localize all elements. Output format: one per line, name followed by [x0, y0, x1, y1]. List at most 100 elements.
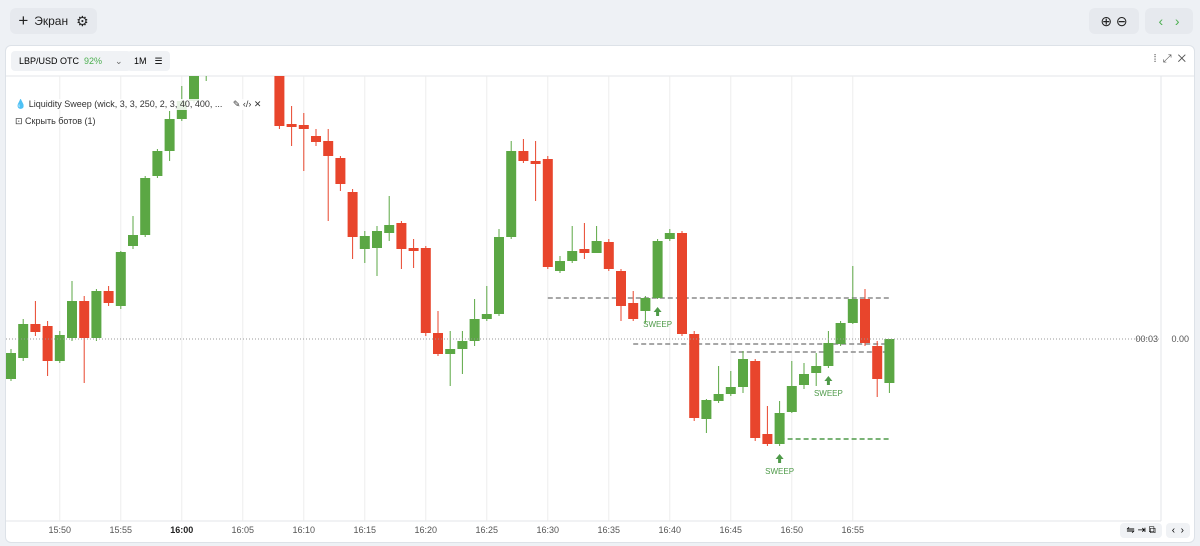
candle-body — [701, 400, 712, 419]
candle-body — [30, 324, 41, 332]
candle-body — [6, 353, 16, 379]
bots-label: Скрыть ботов (1) — [25, 116, 96, 126]
pair-selector[interactable]: LBP/USD OTC 92% ⌄ — [11, 51, 131, 71]
timeframe: 1M — [134, 56, 147, 66]
candle-body — [774, 413, 785, 444]
x-tick-label: 16:45 — [720, 525, 743, 535]
candle-body — [664, 233, 675, 239]
candle-body — [628, 303, 639, 319]
candle-body — [616, 271, 626, 306]
candle-body — [201, 56, 211, 73]
candle-body — [640, 298, 651, 311]
plus-icon: + — [18, 11, 29, 30]
candle-body — [823, 343, 834, 366]
candle-body — [579, 249, 590, 253]
candle-body — [67, 301, 77, 338]
candle-body — [677, 233, 687, 334]
tools[interactable]: ⇋ ⇥ ⧉ — [1120, 523, 1162, 538]
candle-body — [274, 76, 285, 126]
x-tick-label: 16:30 — [537, 525, 560, 535]
candle-body — [847, 299, 858, 323]
x-tick-label: 15:50 — [49, 525, 72, 535]
candle-body — [603, 242, 614, 269]
x-tick-label: 16:40 — [659, 525, 682, 535]
candle-body — [396, 223, 407, 249]
candle-body — [176, 101, 187, 119]
current-price-label: 0.00 — [1171, 334, 1189, 344]
chart-panel: LBP/USD OTC 92% ⌄ 1M ☰ ⁞ ⤢ ✕ SWEEP SWEEP SW… — [5, 45, 1195, 543]
candle-body — [811, 366, 822, 373]
candle-body — [152, 151, 163, 176]
candle-body — [494, 237, 504, 314]
candle-body — [860, 299, 870, 343]
candle-body — [457, 341, 468, 349]
candle-body — [481, 314, 492, 319]
candle-body — [835, 323, 846, 344]
sweep-arrow — [824, 376, 833, 385]
candle-body — [530, 161, 541, 164]
candle-body — [103, 291, 114, 303]
x-tick-label: 16:15 — [354, 525, 377, 535]
indicator-tools[interactable]: ✎ ‹/› ✕ — [232, 99, 262, 109]
candle-body — [189, 76, 199, 101]
candle-body — [262, 56, 272, 61]
candle-body — [725, 387, 736, 394]
timeframe-selector[interactable]: 1M ☰ — [127, 51, 170, 71]
candle-body — [323, 141, 334, 156]
candle-body — [689, 334, 700, 418]
screen-button[interactable]: + Экран ⚙ — [10, 8, 97, 34]
candle-body — [164, 119, 175, 151]
sweep-arrow — [775, 454, 784, 463]
x-tick-label: 16:20 — [415, 525, 438, 535]
candle-body — [591, 241, 602, 253]
pair: LBP/USD OTC — [19, 56, 80, 66]
screen-label: Экран — [34, 14, 69, 28]
candle-body — [54, 335, 65, 361]
candle-body — [420, 248, 431, 333]
candle-body — [408, 248, 419, 251]
candle-body — [311, 136, 321, 142]
indicator-name: Liquidity Sweep (wick, 3, 3, 250, 2, 3, … — [28, 99, 223, 109]
candle-body — [506, 151, 517, 237]
bottom-tools[interactable]: ⇋ ⇥ ⧉ ‹ › — [1120, 523, 1190, 538]
candle-body — [226, 46, 236, 51]
candle-body — [433, 333, 443, 354]
payout: 92% — [84, 56, 103, 66]
drop-icon: 💧 — [15, 99, 27, 109]
nav-arrows[interactable]: ‹ › — [1145, 8, 1193, 34]
gear-icon: ⚙ — [76, 12, 89, 29]
scroll[interactable]: ‹ › — [1165, 523, 1190, 538]
x-tick-label: 16:55 — [842, 525, 865, 535]
bots-toggle[interactable]: ⊡ Скрыть ботов (1) — [15, 116, 96, 126]
candle-body — [750, 361, 761, 438]
candle-body — [799, 374, 809, 385]
plot-area: SWEEP SWEEP SWEEP — [6, 46, 895, 521]
sweep-arrow — [653, 307, 662, 316]
candle-body — [384, 225, 395, 233]
candle-body — [213, 46, 223, 56]
candle-body — [298, 125, 309, 129]
candle-body — [518, 151, 529, 161]
candle-body — [884, 339, 895, 383]
candle-body — [128, 235, 138, 246]
chart: SWEEPSWEEPSWEEP515:5015:5516:0016:0516:1… — [6, 46, 1194, 535]
zoom-buttons[interactable]: ⊕ ⊖ — [1089, 8, 1139, 34]
candle-body — [713, 394, 724, 401]
candle-body — [140, 178, 151, 235]
candle-body — [469, 319, 480, 341]
candle-body — [91, 291, 102, 338]
menu-icon: ☰ — [154, 55, 163, 66]
x-tick-label: 16:35 — [598, 525, 621, 535]
candle-body — [238, 46, 248, 51]
chevron: ⌄ — [115, 55, 123, 66]
indicator-legend: 💧 Liquidity Sweep (wick, 3, 3, 250, 2, 3… — [15, 99, 262, 110]
candle-body — [372, 231, 382, 248]
candle-body — [762, 434, 773, 444]
candle-body — [872, 346, 883, 379]
sweep-label: SWEEP — [814, 389, 843, 398]
sweep-label: SWEEP — [643, 320, 672, 329]
candle-body — [542, 159, 553, 267]
candle-body — [567, 251, 578, 261]
panel-controls[interactable]: ⁞ ⤢ ✕ — [1153, 53, 1186, 65]
